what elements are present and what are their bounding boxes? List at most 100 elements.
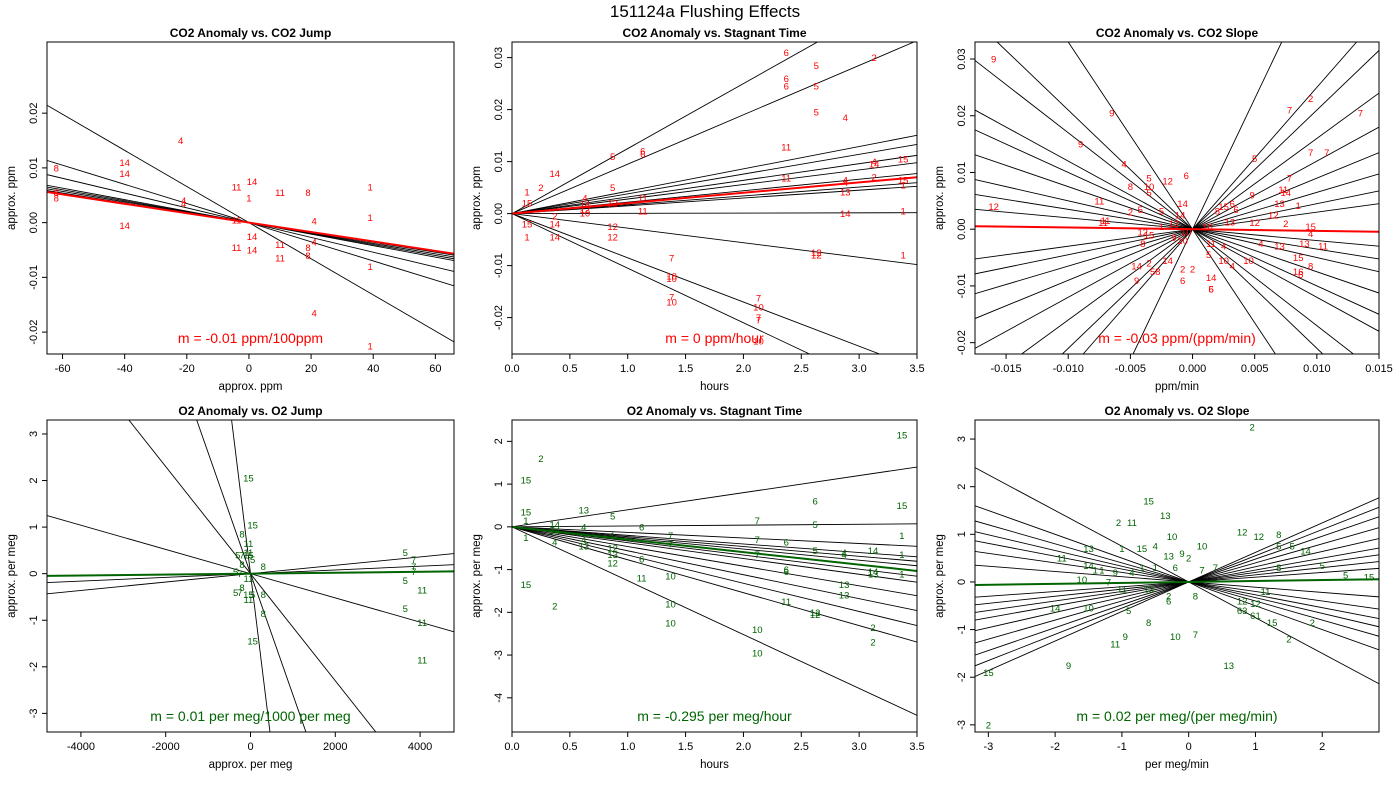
chart-5-point-label: 14 xyxy=(868,546,879,557)
chart-3-point-label: 5 xyxy=(1146,188,1151,199)
chart-4-point-label: 11 xyxy=(243,548,253,559)
chart-5-fit-line xyxy=(512,526,917,612)
chart-1-point-label: 4 xyxy=(312,216,317,227)
chart-3-point-label: 5 xyxy=(1206,250,1211,261)
chart-1-point-label: 4 xyxy=(181,196,186,207)
chart-3-point-label: 2 xyxy=(1180,264,1185,275)
chart-4-point-label: 8 xyxy=(261,590,266,601)
chart-5-point-label: 7 xyxy=(668,539,673,550)
chart-5-fit-line xyxy=(512,526,917,716)
chart-6-y-tick-label: 2 xyxy=(956,484,968,490)
chart-2-x-tick-label: 3.0 xyxy=(851,363,866,375)
chart-5-point-label: 6 xyxy=(784,537,789,548)
chart-5-point-label: 12 xyxy=(810,608,821,619)
chart-3-point-label: 5 xyxy=(1159,207,1164,218)
chart-5-y-label: approx. per meg xyxy=(471,534,483,618)
chart-2-point-label: 5 xyxy=(814,61,819,72)
chart-6-point-label: 5 xyxy=(1126,606,1131,617)
chart-6-fit-line xyxy=(975,564,1379,598)
chart-3-fit-line xyxy=(1132,42,1283,354)
chart-2-point-label: 12 xyxy=(607,222,618,233)
chart-3-y-tick-label: 0.00 xyxy=(956,218,968,239)
chart-6-lines xyxy=(975,467,1379,685)
chart-3-mean-fit-line xyxy=(975,225,1379,233)
chart-3-point-label: 12 xyxy=(1268,211,1279,222)
chart-6-x-axis: -3 -2 -1 0 1 2 xyxy=(983,732,1325,753)
chart-2-point-label: 2 xyxy=(872,53,877,64)
chart-3-point-label: 8 xyxy=(1308,262,1313,273)
chart-2-point-label: 6 xyxy=(784,74,789,85)
chart-2-point-label: 11 xyxy=(781,174,791,185)
chart-6-point-label: 14 xyxy=(1083,561,1094,572)
chart-4-point-label: 8 xyxy=(261,562,266,573)
chart-5-y-axis: -4 -3 -2 -1 0 1 2 xyxy=(493,438,512,703)
chart-6-point-label: 2 xyxy=(1249,423,1254,434)
chart-5-title: O2 Anomaly vs. Stagnant Time xyxy=(627,404,803,418)
chart-5-point-label: 13 xyxy=(868,569,879,580)
chart-3-point-label: 7 xyxy=(1287,174,1292,185)
chart-2-point-label: 10 xyxy=(666,272,677,283)
chart-3-point-label: 14 xyxy=(1280,188,1291,199)
chart-5-point-label: 10 xyxy=(665,599,676,610)
chart-6-point-label: 10 xyxy=(1077,575,1088,586)
chart-5-point-label: 7 xyxy=(755,550,760,561)
chart-2-point-label: 4 xyxy=(843,178,848,189)
chart-6-point-label: 2 xyxy=(986,720,991,731)
chart-2-y-axis: -0.02 -0.01 0.00 0.01 0.02 0.03 xyxy=(493,47,512,330)
chart-5-x-tick-label: 1.5 xyxy=(678,741,693,753)
chart-2-slope-annotation: m = 0 ppm/hour xyxy=(665,330,764,346)
chart-3-fit-line xyxy=(1082,42,1357,354)
chart-3-point-label: 12 xyxy=(1249,218,1260,229)
chart-6-point-label: 12 xyxy=(1254,532,1265,543)
chart-5-point-label: 15 xyxy=(897,430,908,441)
chart-1-point-label: 4 xyxy=(181,199,186,210)
chart-5-y-tick-label: 0 xyxy=(493,524,505,530)
chart-2-point-label: 12 xyxy=(607,199,618,210)
chart-6-fit-line xyxy=(975,506,1379,667)
chart-3-fit-line xyxy=(975,154,1379,294)
chart-5-y-tick-label: -4 xyxy=(493,693,505,703)
chart-6-mean-fit-line xyxy=(975,578,1379,587)
chart-3-point-label: 10 xyxy=(1177,236,1188,247)
chart-3-point-label: 11 xyxy=(1094,196,1104,207)
chart-2-point-label: 1 xyxy=(900,207,905,218)
chart-1-point-label: 14 xyxy=(119,169,130,180)
chart-6-y-tick-label: 3 xyxy=(956,436,968,442)
chart-6-point-label: 13 xyxy=(1160,511,1171,522)
chart-4-slope-annotation: m = 0.01 per meg/1000 per meg xyxy=(150,708,350,724)
chart-2-point-label: 11 xyxy=(638,207,648,218)
chart-6-title: O2 Anomaly vs. O2 Slope xyxy=(1105,404,1250,418)
chart-3-point-label: 7 xyxy=(1287,106,1292,117)
chart-5-point-label: 2 xyxy=(870,623,875,634)
chart-3-point-label: 2 xyxy=(1128,208,1133,219)
chart-4-x-tick-label: 0 xyxy=(247,741,253,753)
chart-3-point-label: 13 xyxy=(1274,242,1285,253)
chart-3-point-label: 13 xyxy=(1299,239,1310,250)
chart-5-point-label: 6 xyxy=(784,565,789,576)
chart-3-point-label: 14 xyxy=(1162,256,1173,267)
chart-4-point-label: 11 xyxy=(243,595,253,606)
chart-3-frame xyxy=(974,41,1380,355)
chart-6-point-label: 10 xyxy=(1167,532,1178,543)
chart-2-title: CO2 Anomaly vs. Stagnant Time xyxy=(622,26,806,40)
chart-2-y-label: approx. ppm xyxy=(471,166,483,230)
chart-3-point-label: 12 xyxy=(1162,176,1173,187)
chart-1-x-axis: -60 -40 -20 0 20 40 60 xyxy=(55,354,441,375)
chart-6-point-label: 61 xyxy=(1250,611,1261,622)
chart-3-title: CO2 Anomaly vs. CO2 Slope xyxy=(1096,26,1259,40)
chart-3-point-label: 6 xyxy=(1184,171,1189,182)
chart-6-point-label: 1 xyxy=(1119,544,1124,555)
chart-6-point-label: 15 xyxy=(1143,496,1154,507)
chart-5-slope-annotation: m = -0.295 per meg/hour xyxy=(637,708,792,724)
chart-6-point-label: 10 xyxy=(1083,604,1094,615)
chart-4-lines xyxy=(47,420,454,732)
chart-3-fit-line xyxy=(975,129,1379,315)
chart-3-point-label: 2 xyxy=(1146,259,1151,270)
chart-3-point-label: 11 xyxy=(1278,185,1288,196)
chart-2-point-label: 6 xyxy=(784,48,789,59)
chart-4-point-label: 7 xyxy=(239,551,244,562)
chart-4-point-label: 5 xyxy=(403,548,408,559)
chart-2-point-label: 1 xyxy=(524,233,529,244)
